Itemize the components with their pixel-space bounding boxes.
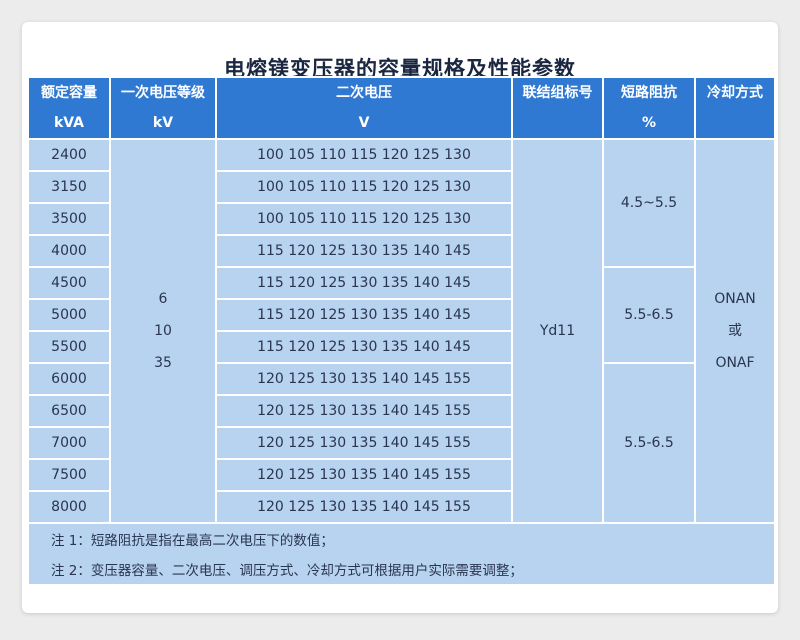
capacity-cell: 4500: [27, 266, 111, 300]
secondary-voltage-cell: 100 105 110 115 120 125 130: [215, 202, 513, 236]
connection-group-cell: Yd11: [511, 138, 604, 524]
capacity-cell: 7500: [27, 458, 111, 492]
cooling-value: ONAF: [715, 355, 755, 371]
secondary-voltage-cell: 120 125 130 135 140 145 155: [215, 458, 513, 492]
secondary-voltage-cell: 115 120 125 130 135 140 145: [215, 266, 513, 300]
header-label: 二次电压: [336, 85, 392, 101]
secondary-voltage-cell: 115 120 125 130 135 140 145: [215, 298, 513, 332]
primary-voltage-cell: 6 10 35: [109, 138, 217, 524]
capacity-cell: 5500: [27, 330, 111, 364]
impedance-cell: 4.5~5.5: [602, 138, 696, 268]
secondary-voltage-cell: 120 125 130 135 140 145 155: [215, 362, 513, 396]
impedance-cell: 5.5-6.5: [602, 266, 696, 364]
table-row: 8000 120 125 130 135 140 145 155: [27, 490, 775, 524]
header-label: 额定容量: [41, 85, 97, 101]
secondary-voltage-cell: 115 120 125 130 135 140 145: [215, 330, 513, 364]
header-connection-group: 联结组标号: [511, 76, 604, 140]
header-unit: V: [358, 115, 370, 131]
table-row: 7500 120 125 130 135 140 145 155: [27, 458, 775, 492]
table-row: 4000 115 120 125 130 135 140 145: [27, 234, 775, 268]
capacity-cell: 6000: [27, 362, 111, 396]
header-unit: kV: [152, 115, 174, 131]
table-row: 5000 115 120 125 130 135 140 145: [27, 298, 775, 332]
header-cooling: 冷却方式: [694, 76, 776, 140]
cooling-value: 或: [728, 323, 742, 339]
header-secondary-voltage: 二次电压 V: [215, 76, 513, 140]
secondary-voltage-cell: 120 125 130 135 140 145 155: [215, 490, 513, 524]
cooling-cell: ONAN 或 ONAF: [694, 138, 776, 524]
capacity-cell: 6500: [27, 394, 111, 428]
header-label: 冷却方式: [707, 85, 763, 101]
table-row: 7000 120 125 130 135 140 145 155: [27, 426, 775, 460]
cooling-value: ONAN: [714, 291, 756, 307]
table-row: 6000 120 125 130 135 140 145 155 5.5-6.5: [27, 362, 775, 524]
secondary-voltage-cell: 100 105 110 115 120 125 130: [215, 170, 513, 204]
secondary-voltage-cell: 120 125 130 135 140 145 155: [215, 426, 513, 460]
secondary-voltage-cell: 120 125 130 135 140 145 155: [215, 394, 513, 428]
capacity-cell: 4000: [27, 234, 111, 268]
header-row: 额定容量 kVA 一次电压等级 kV 二次电压 V 联结组标号 短路阻抗% 冷却方式: [27, 76, 776, 140]
table-row: 2400 6 10 35 100 105 110 115 120 125 130 Yd11…: [27, 138, 776, 524]
header-label: 一次电压等级: [121, 85, 205, 101]
note-text: 注 2：变压器容量、二次电压、调压方式、冷却方式可根据用户实际需要调整；: [27, 554, 776, 584]
primary-voltage-value: 10: [154, 323, 172, 339]
header-unit: kVA: [53, 115, 85, 131]
impedance-cell: 5.5-6.5: [602, 362, 696, 524]
note-row: 注 1：短路阻抗是指在最高二次电压下的数值；: [27, 523, 776, 554]
capacity-cell: 2400: [27, 138, 111, 172]
capacity-cell: 7000: [27, 426, 111, 460]
secondary-voltage-cell: 100 105 110 115 120 125 130: [215, 138, 513, 172]
table-row: 4500 115 120 125 130 135 140 145 5.5-6.5: [27, 266, 775, 364]
header-capacity: 额定容量 kVA: [27, 76, 111, 140]
capacity-cell: 5000: [27, 298, 111, 332]
capacity-cell: 3150: [27, 170, 111, 204]
header-label: 短路阻抗: [621, 85, 677, 101]
header-unit: %: [641, 115, 657, 131]
header-primary-voltage: 一次电压等级 kV: [109, 76, 217, 140]
note-text: 注 1：短路阻抗是指在最高二次电压下的数值；: [27, 523, 776, 554]
table-row: 3500 100 105 110 115 120 125 130: [27, 202, 775, 236]
header-impedance: 短路阻抗%: [602, 76, 696, 140]
secondary-voltage-cell: 115 120 125 130 135 140 145: [215, 234, 513, 268]
header-label: 联结组标号: [522, 85, 593, 101]
table-row: 5500 115 120 125 130 135 140 145: [27, 330, 775, 364]
capacity-cell: 3500: [27, 202, 111, 236]
table-row: 6500 120 125 130 135 140 145 155: [27, 394, 775, 428]
spec-table: 额定容量 kVA 一次电压等级 kV 二次电压 V 联结组标号 短路阻抗% 冷却方式 …: [27, 76, 776, 584]
primary-voltage-value: 6: [158, 291, 168, 307]
primary-voltage-value: 35: [154, 355, 172, 371]
note-row: 注 2：变压器容量、二次电压、调压方式、冷却方式可根据用户实际需要调整；: [27, 554, 776, 584]
table-row: 3150 100 105 110 115 120 125 130: [27, 170, 775, 204]
capacity-cell: 8000: [27, 490, 111, 524]
